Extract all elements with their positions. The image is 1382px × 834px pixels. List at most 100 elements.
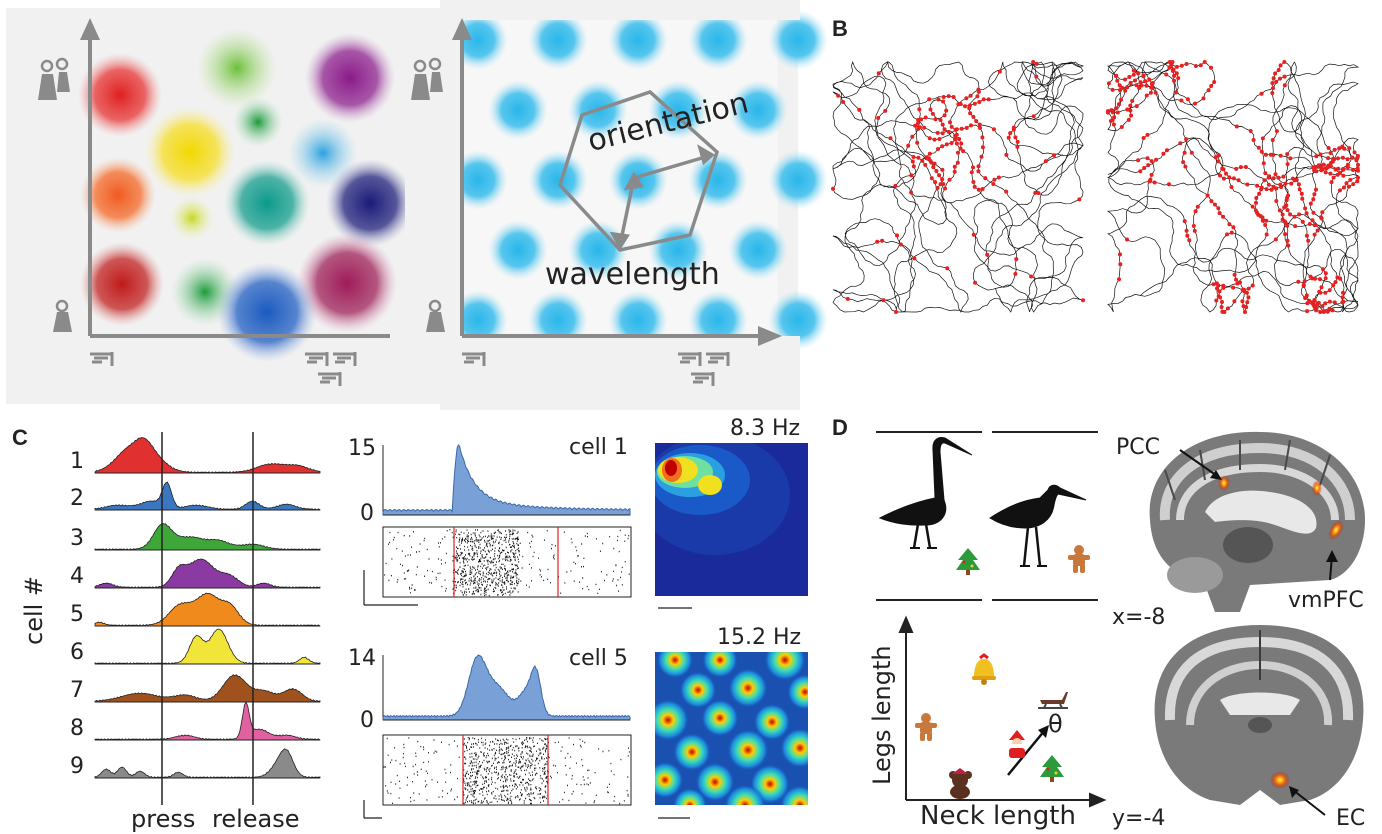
spike-dot <box>1116 102 1121 107</box>
spike-dot <box>930 111 935 116</box>
spike-dot <box>1227 222 1232 227</box>
spike-dot <box>1278 153 1283 158</box>
spike-dot <box>926 156 931 161</box>
spike-dot <box>1141 73 1146 78</box>
cell-number-1: 1 <box>70 449 84 474</box>
spike-dot <box>876 71 881 76</box>
spike-dot <box>1257 191 1262 196</box>
spike-dot <box>831 186 835 191</box>
spike-dot <box>1139 83 1144 88</box>
spike-dot <box>1182 150 1187 155</box>
spike-dot <box>969 123 973 128</box>
ec-label: EC <box>1336 806 1366 831</box>
y-coordinate-label: y=-4 <box>1112 806 1166 831</box>
spike-dot <box>1232 272 1237 277</box>
spike-dot <box>1250 204 1255 209</box>
spike-dot <box>1149 159 1154 164</box>
spike-dot <box>958 102 963 106</box>
spike-dot <box>1182 219 1187 224</box>
cell-ridge-8 <box>94 701 321 741</box>
spike-dot <box>1273 237 1278 242</box>
spike-dot <box>1209 199 1214 204</box>
spike-dot <box>1283 181 1288 186</box>
spike-dot <box>1335 172 1340 177</box>
spike-dot <box>1036 191 1041 196</box>
spike-dot <box>944 142 949 147</box>
spike-dot <box>938 182 943 187</box>
spike-dot <box>1189 150 1194 155</box>
spike-dot <box>936 147 940 151</box>
spike-dot <box>1320 304 1325 309</box>
spike-dot <box>1218 173 1222 178</box>
spike-dot <box>1179 98 1184 103</box>
spike-dot <box>1341 167 1346 172</box>
spike-dot <box>940 144 945 149</box>
spike-dot <box>1271 86 1275 91</box>
spike-dot <box>1355 179 1360 184</box>
spike-dot <box>1184 228 1189 233</box>
spike-dot <box>971 180 976 184</box>
spike-dot <box>1337 188 1342 193</box>
spike-dot <box>1106 81 1111 86</box>
spike-dot <box>1282 74 1287 79</box>
spike-dot <box>1340 295 1345 300</box>
spike-dot <box>1318 310 1323 314</box>
spike-dot <box>978 126 982 130</box>
spike-dot <box>1043 159 1048 164</box>
spike-dot <box>881 298 886 303</box>
spike-dot <box>1106 110 1110 115</box>
spike-dot <box>1302 279 1307 284</box>
spike-dot <box>1184 137 1189 142</box>
spike-dot <box>974 119 979 124</box>
place-field-blobs <box>78 28 414 362</box>
spike-dot <box>1285 208 1290 213</box>
spike-dot <box>1174 64 1179 69</box>
spike-dot <box>1330 308 1335 313</box>
spike-dot <box>1216 294 1221 299</box>
cell5-ymin: 0 <box>360 708 374 733</box>
spike-dot <box>975 94 980 99</box>
spike-dot <box>1319 285 1324 290</box>
spike-dot <box>991 127 996 132</box>
spike-dot <box>940 167 945 172</box>
panel-c-letter: C <box>12 425 28 450</box>
spike-dot <box>1178 141 1183 146</box>
spike-dot <box>1323 271 1328 276</box>
spike-dot <box>1270 91 1275 95</box>
grid-field <box>648 220 708 280</box>
spike-dot <box>952 169 957 174</box>
spike-dot <box>1352 150 1357 155</box>
spike-dot <box>1243 165 1248 169</box>
spike-dot <box>1034 61 1039 66</box>
grid-field <box>528 10 588 70</box>
spike-dot <box>1274 199 1279 203</box>
spike-dot <box>1327 299 1332 304</box>
spike-dot <box>971 232 976 237</box>
spike-dot <box>980 187 985 191</box>
spike-dot <box>927 97 932 102</box>
spike-dot <box>1185 97 1190 102</box>
spike-dot <box>1171 67 1176 72</box>
spike-dot <box>935 186 940 190</box>
spike-dot <box>1274 129 1279 134</box>
spike-dot <box>942 127 947 132</box>
spike-dot <box>1004 152 1009 157</box>
spike-dot <box>1251 138 1256 142</box>
spike-dot <box>1273 172 1278 177</box>
spike-dot <box>1312 165 1317 170</box>
spike-dot <box>1133 78 1137 83</box>
spike-dot <box>1077 197 1082 202</box>
spike-dot <box>1282 205 1287 210</box>
trajectory-place-cell <box>831 60 1085 314</box>
spike-dot <box>1231 176 1236 181</box>
spike-dot <box>1327 306 1332 311</box>
spike-dot <box>1169 63 1174 68</box>
spike-dot <box>1318 152 1323 157</box>
spike-dot <box>1206 88 1211 93</box>
spike-dot <box>1293 224 1298 229</box>
tree-icon <box>956 548 980 575</box>
spike-dot <box>1245 300 1250 305</box>
spike-dot <box>1347 146 1352 151</box>
